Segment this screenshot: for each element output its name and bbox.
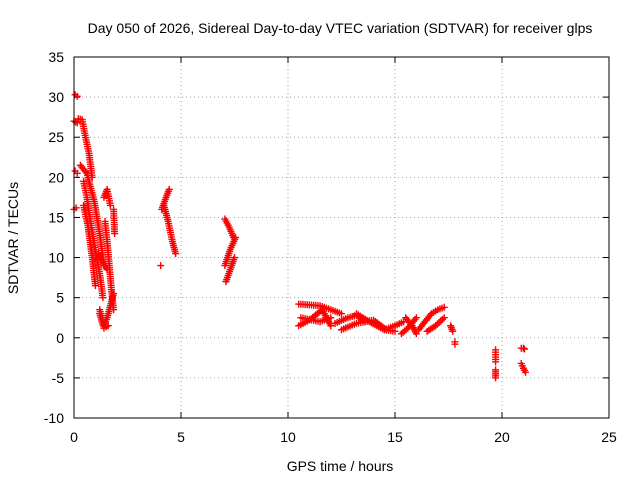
data-point: [327, 322, 335, 330]
y-tick-label: 30: [48, 89, 64, 105]
x-tick-label: 5: [177, 429, 185, 445]
x-tick-label: 10: [280, 429, 296, 445]
y-axis-label: SDTVAR / TECUs: [5, 182, 21, 294]
y-tick-label: 10: [48, 250, 64, 266]
x-tick-label: 15: [387, 429, 403, 445]
data-point: [231, 254, 238, 262]
data-point: [91, 282, 99, 290]
y-tick-label: 0: [56, 330, 64, 346]
data-point: [412, 314, 420, 322]
data-point: [435, 319, 443, 327]
data-point: [111, 229, 119, 237]
data-point: [104, 322, 112, 330]
y-tick-label: 5: [56, 290, 64, 306]
data-point: [492, 358, 500, 366]
data-point: [449, 327, 457, 335]
y-tick-label: 35: [48, 49, 64, 65]
chart-title: Day 050 of 2026, Sidereal Day-to-day VTE…: [88, 20, 593, 36]
grid-lines: [74, 57, 609, 418]
data-point: [440, 314, 448, 322]
data-point: [106, 201, 114, 209]
y-tick-label: -5: [52, 370, 65, 386]
tick-labels: 0 5 10 15 20 25 -10 -5 0 5 10 15 20 25 30 35: [44, 49, 617, 445]
data-point: [492, 374, 500, 382]
data-point: [440, 303, 448, 311]
x-tick-label: 25: [601, 429, 617, 445]
data-point: [165, 185, 173, 193]
y-tick-label: 15: [48, 209, 64, 225]
data-points: [70, 91, 530, 382]
plot-frame: [73, 56, 610, 419]
axis-ticks: [73, 56, 610, 419]
data-point: [338, 310, 345, 318]
data-point: [232, 234, 240, 241]
data-point: [437, 317, 445, 325]
data-point: [412, 330, 420, 338]
data-point: [73, 169, 81, 177]
data-point: [172, 250, 180, 258]
y-tick-label: 20: [48, 169, 64, 185]
data-point: [110, 306, 118, 314]
data-point: [522, 368, 530, 376]
data-point: [439, 315, 447, 323]
x-axis-label: GPS time / hours: [287, 458, 394, 474]
data-point: [99, 294, 107, 302]
y-tick-label: -10: [44, 410, 64, 426]
data-point: [451, 340, 459, 348]
y-tick-label: 25: [48, 129, 64, 145]
x-tick-label: 0: [70, 429, 78, 445]
data-point: [73, 119, 81, 127]
data-point: [520, 345, 528, 353]
data-point: [519, 344, 527, 352]
data-point: [157, 262, 165, 270]
data-point: [73, 92, 81, 100]
x-tick-label: 20: [494, 429, 510, 445]
data-point: [82, 168, 90, 176]
